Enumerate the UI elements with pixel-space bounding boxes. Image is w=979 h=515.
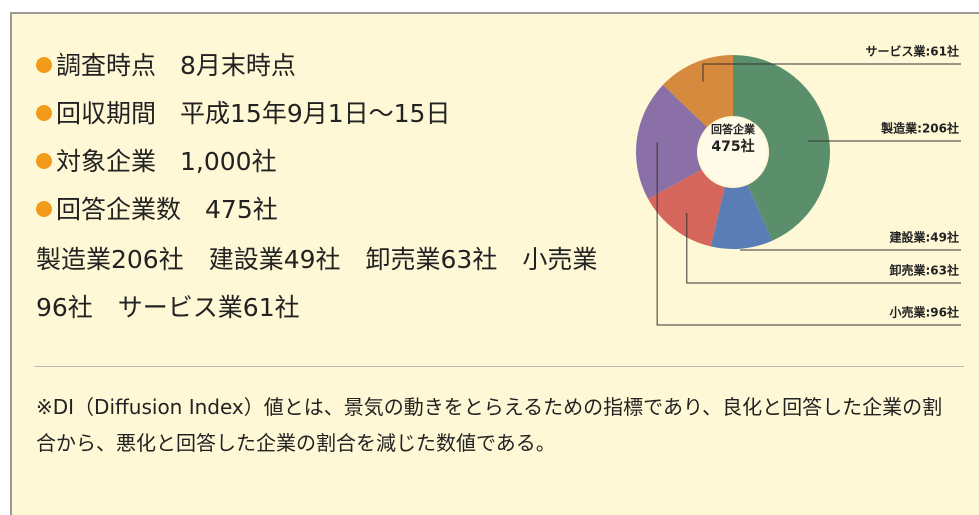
panel: 調査時点 8月末時点 回収期間 平成15年9月1日～15日 対象企業 1,000社 回答企業… xyxy=(10,12,979,515)
donut-segment xyxy=(662,55,733,128)
bullet xyxy=(36,105,52,121)
item-label: 回収期間 xyxy=(56,99,157,128)
item-value: 475社 xyxy=(205,195,278,224)
center-label: 回答企業 xyxy=(711,122,756,136)
item-value: 1,000社 xyxy=(180,147,277,176)
item-label: 対象企業 xyxy=(56,147,157,176)
segment-label: 製造業:206社 xyxy=(880,121,959,136)
segment-label: 卸売業:63社 xyxy=(890,263,960,278)
donut-hole xyxy=(699,118,767,186)
note: ※DI（Diffusion Index）値とは、景気の動きをとらえるための指標で… xyxy=(36,395,943,455)
item-label: 回答企業数 xyxy=(56,195,182,224)
leader-line xyxy=(702,63,961,82)
item-value: 平成15年9月1日～15日 xyxy=(180,99,451,128)
leader-line xyxy=(656,142,961,326)
item: 回収期間 平成15年9月1日～15日 xyxy=(36,94,450,130)
item: 調査時点 8月末時点 xyxy=(36,46,296,82)
total-label: 475社 xyxy=(711,138,754,155)
bullet xyxy=(36,201,52,217)
donut-segment xyxy=(636,84,708,200)
segment-label: 建設業:49社 xyxy=(889,230,960,245)
leader-line xyxy=(686,212,961,284)
segment-label: サービス業:61社 xyxy=(866,44,960,59)
item-label: 調査時点 xyxy=(56,51,157,80)
donut-segment xyxy=(648,169,725,247)
breakdown: 製造業206社 建設業49社 卸売業63社 小売業96社 サービス業61社 xyxy=(36,245,598,322)
item: 対象企業 1,000社 xyxy=(36,142,277,178)
segment-label: 小売業:96社 xyxy=(890,305,960,320)
separator xyxy=(34,366,964,367)
donut-segment xyxy=(733,55,830,241)
item-value: 8月末時点 xyxy=(180,51,296,80)
donut-segment xyxy=(710,184,773,249)
bullet xyxy=(36,153,52,169)
bullet xyxy=(36,57,52,73)
item: 回答企業数 475社 xyxy=(36,190,278,226)
